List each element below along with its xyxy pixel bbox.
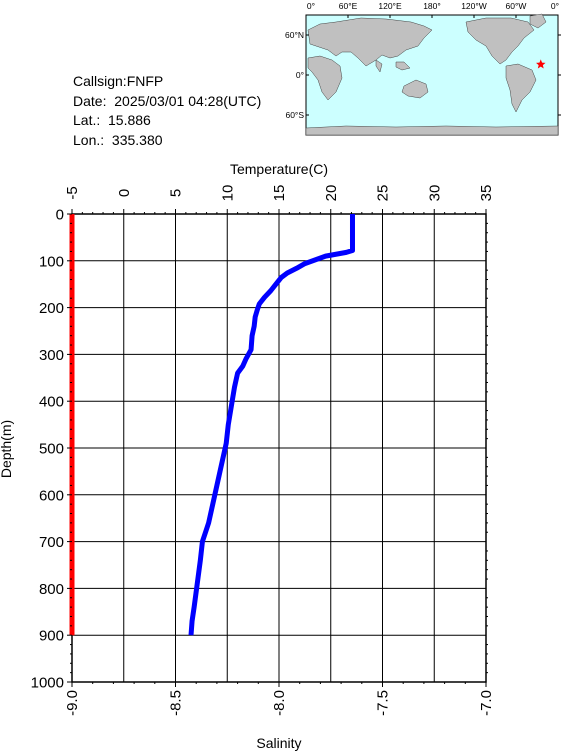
depth-tick-label: 900: [39, 628, 64, 645]
temperature-profile-line: [188, 214, 355, 636]
map-lat-label: 0°: [296, 70, 304, 80]
temperature-tick-label: 30: [426, 185, 443, 202]
depth-tick-label: 1000: [31, 675, 64, 692]
map-labels: 0° 60°E 120°E 180° 120°W 60°W 0° 60°N 0° 60°S: [285, 1, 561, 120]
depth-tick-label: 0: [56, 207, 64, 224]
map-lon-label: 0°: [307, 1, 315, 11]
map-lon-label: 60°W: [506, 1, 527, 11]
temperature-tick-label: 25: [375, 185, 392, 202]
temperature-tick-label: -5: [64, 186, 81, 199]
location-map: 0° 60°E 120°E 180° 120°W 60°W 0° 60°N 0° 60°S: [285, 0, 561, 140]
temperature-tick-label: 15: [271, 185, 288, 202]
depth-tick-label: 600: [39, 487, 64, 504]
salinity-tick-label: -9.0: [64, 690, 81, 716]
depth-tick-label: 500: [39, 441, 64, 458]
map-lon-label: 120°E: [378, 1, 402, 11]
depth-tick-label: 700: [39, 534, 64, 551]
depth-tick-label: 800: [39, 581, 64, 598]
depth-ticks: 0 100 200 300 400 500 600 700 800 900 1000: [31, 207, 488, 692]
salinity-tick-label: -8.0: [271, 690, 288, 716]
map-lon-label: 0°: [551, 1, 559, 11]
callsign-label: Callsign:FNFP: [73, 73, 164, 89]
salinity-tick-label: -7.0: [478, 690, 495, 716]
temperature-axis-title: Temperature(C): [230, 161, 328, 177]
temperature-tick-label: 35: [478, 185, 495, 202]
temperature-tick-label: 0: [116, 189, 133, 197]
map-lon-label: 120°W: [461, 1, 487, 11]
depth-tick-label: 200: [39, 300, 64, 317]
temperature-tick-label: 10: [219, 185, 236, 202]
temperature-ticks: -5 0 5 10 15 20 25 30 35: [64, 185, 495, 214]
chart-series: [69, 214, 355, 636]
temperature-tick-label: 5: [168, 189, 185, 197]
map-lon-label: 60°E: [339, 1, 358, 11]
map-lon-label: 180°: [423, 1, 441, 11]
depth-axis-title: Depth(m): [0, 420, 14, 478]
depth-tick-label: 400: [39, 394, 64, 411]
depth-tick-label: 300: [39, 347, 64, 364]
longitude-label: Lon.: 335.380: [73, 131, 163, 148]
depth-tick-label: 100: [39, 253, 64, 270]
world-map: 0° 60°E 120°E 180° 120°W 60°W 0° 60°N 0° 60°S: [285, 1, 561, 136]
salinity-ticks: -9.0 -8.5 -8.0 -7.5 -7.0: [64, 682, 495, 716]
salinity-axis-title: Salinity: [256, 735, 301, 751]
temperature-tick-label: 20: [323, 185, 340, 202]
map-land: [305, 13, 559, 136]
map-lat-label: 60°S: [285, 110, 304, 120]
ship-location-marker: [536, 59, 546, 69]
profile-info: Callsign:FNFP Date: 2025/03/01 04:28(UTC…: [73, 72, 261, 150]
salinity-tick-label: -8.5: [168, 690, 185, 716]
date-label: Date: 2025/03/01 04:28(UTC): [73, 92, 262, 109]
salinity-tick-label: -7.5: [375, 690, 392, 716]
latitude-label: Lat.: 15.886: [73, 112, 151, 128]
map-lat-label: 60°N: [285, 30, 304, 40]
